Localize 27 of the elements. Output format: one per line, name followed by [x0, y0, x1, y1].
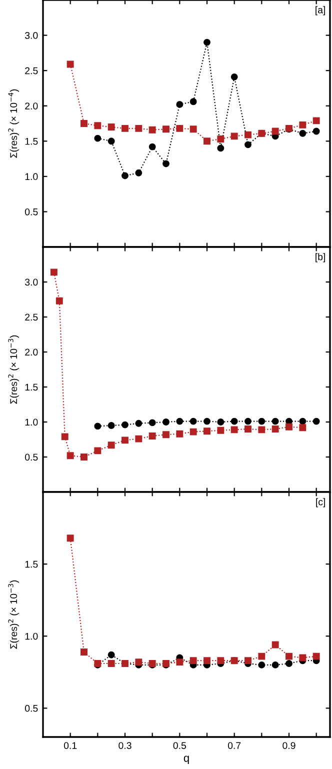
- y-tick-label: 2.0: [25, 348, 38, 356]
- y-axis-title: Σ(res)$^{2}$ (× 10$^{−3}$): [8, 580, 19, 649]
- y-tick-label: 1.5: [25, 384, 38, 391]
- x-tick-label: 0.3: [118, 742, 132, 749]
- y-tick-label: 2.5: [25, 314, 38, 321]
- y-tick-label: 1.0: [25, 418, 38, 426]
- y-tick-label: 2.5: [25, 67, 38, 74]
- x-tick-label: 0.9: [282, 742, 296, 749]
- annotation: [b]: [316, 253, 326, 262]
- x-tick-label: 0.7: [228, 742, 241, 749]
- x-tick-label: 0.5: [173, 742, 186, 749]
- y-tick-label: 0.5: [25, 208, 38, 216]
- y-tick-label: 0.5: [25, 454, 38, 461]
- y-tick-label: 3.0: [24, 32, 38, 39]
- y-tick-label: 1.0: [25, 173, 38, 180]
- y-tick-label: 0.5: [25, 704, 38, 712]
- y-tick-label: 1.0: [25, 632, 38, 640]
- x-axis-title: q: [184, 756, 189, 764]
- y-tick-label: 2.0: [25, 102, 38, 110]
- annotation: [c]: [316, 498, 325, 508]
- y-axis-title: Σ(res)$^{2}$ (× 10$^{−4}$): [8, 89, 19, 158]
- y-tick-label: 1.5: [25, 560, 38, 568]
- x-tick-label: 0.1: [64, 742, 77, 749]
- annotation: [a]: [316, 6, 326, 16]
- y-tick-label: 1.5: [25, 138, 38, 145]
- y-axis-title: Σ(res)$^{2}$ (× 10$^{−3}$): [8, 335, 19, 404]
- y-tick-label: 3.0: [24, 278, 38, 286]
